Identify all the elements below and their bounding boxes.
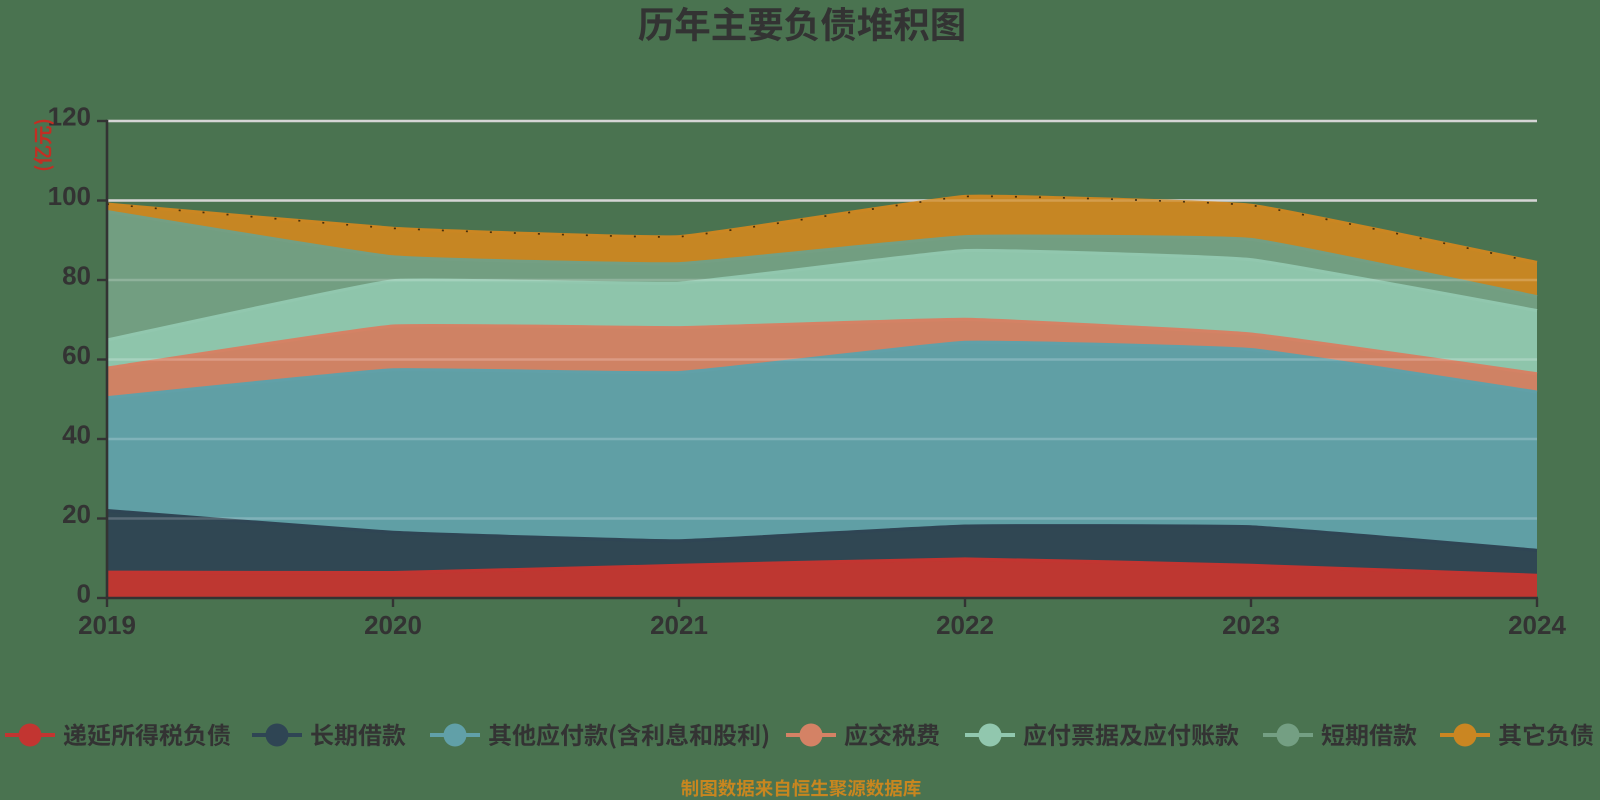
svg-text:120: 120 (48, 102, 91, 132)
svg-text:2023: 2023 (1222, 610, 1280, 640)
svg-text:40: 40 (62, 420, 91, 450)
svg-text:2022: 2022 (936, 610, 994, 640)
svg-text:100: 100 (48, 181, 91, 211)
svg-text:2020: 2020 (364, 610, 422, 640)
svg-text:60: 60 (62, 340, 91, 370)
svg-text:2021: 2021 (650, 610, 708, 640)
svg-text:0: 0 (77, 579, 91, 609)
svg-text:2024: 2024 (1508, 610, 1566, 640)
svg-text:80: 80 (62, 261, 91, 291)
svg-text:20: 20 (62, 499, 91, 529)
svg-text:2019: 2019 (78, 610, 136, 640)
